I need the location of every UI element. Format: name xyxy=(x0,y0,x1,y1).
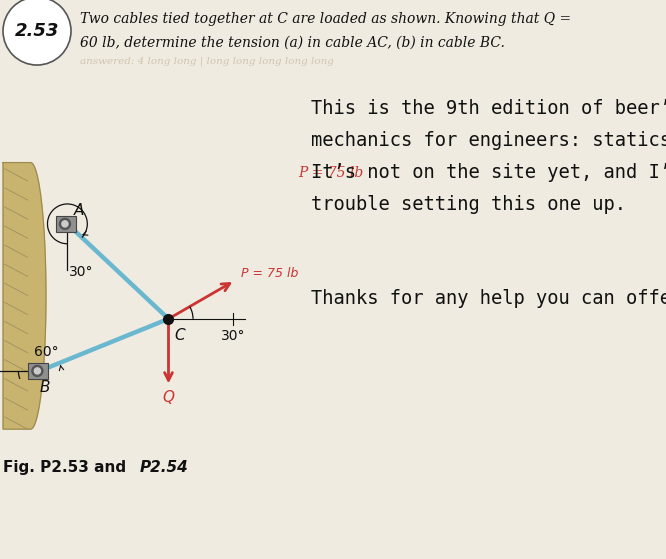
Text: 30°: 30° xyxy=(220,329,245,343)
Text: A: A xyxy=(73,203,84,217)
Text: P = 75 lb: P = 75 lb xyxy=(298,167,363,181)
Text: Two cables tied together at C are loaded as shown. Knowing that Q =: Two cables tied together at C are loaded… xyxy=(80,12,571,26)
Polygon shape xyxy=(3,163,46,429)
FancyBboxPatch shape xyxy=(29,363,48,378)
Text: mechanics for engineers: statics.: mechanics for engineers: statics. xyxy=(311,131,666,150)
Circle shape xyxy=(59,219,71,229)
Text: 60°: 60° xyxy=(34,344,59,359)
Text: trouble setting this one up.: trouble setting this one up. xyxy=(311,195,626,214)
Circle shape xyxy=(35,368,41,374)
Text: B: B xyxy=(40,380,51,395)
Text: This is the 9th edition of beer’s vector: This is the 9th edition of beer’s vector xyxy=(311,99,666,118)
Text: P = 75 lb: P = 75 lb xyxy=(241,268,298,281)
Text: 30°: 30° xyxy=(69,265,93,279)
Circle shape xyxy=(62,221,68,227)
Text: Fig. P2.53 and: Fig. P2.53 and xyxy=(3,460,131,475)
Text: It’s not on the site yet, and I’m having: It’s not on the site yet, and I’m having xyxy=(311,163,666,182)
Text: C: C xyxy=(174,328,185,343)
Text: 60 lb, determine the tension (a) in cable AC, (b) in cable BC.: 60 lb, determine the tension (a) in cabl… xyxy=(80,36,505,50)
Text: answered: 4 long long | long long long long long: answered: 4 long long | long long long l… xyxy=(80,56,334,65)
Ellipse shape xyxy=(3,0,71,65)
Text: Thanks for any help you can offer!: Thanks for any help you can offer! xyxy=(311,289,666,308)
Circle shape xyxy=(32,366,43,376)
Text: P2.54: P2.54 xyxy=(139,460,188,475)
Text: 2.53: 2.53 xyxy=(15,22,59,40)
FancyBboxPatch shape xyxy=(56,216,76,231)
Text: Q: Q xyxy=(163,390,174,405)
